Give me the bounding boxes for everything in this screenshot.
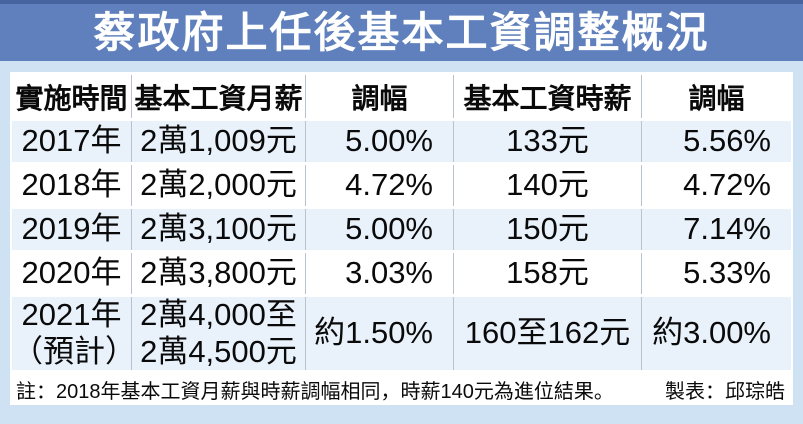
table-header: 實施時間 基本工資月薪 調幅 基本工資時薪 調幅: [12, 75, 791, 118]
cell-hourly-wage: 140元: [454, 165, 642, 206]
header-hourly-wage: 基本工資時薪: [454, 75, 642, 118]
cell-monthly-change: 3.03%: [306, 253, 454, 294]
cell-hourly-change: 7.14%: [642, 209, 791, 250]
cell-monthly-change: 5.00%: [306, 121, 454, 162]
cell-hourly-wage: 160至162元: [454, 297, 642, 371]
title-bar: 蔡政府上任後基本工資調整概況: [0, 4, 803, 61]
cell-hourly-change: 約3.00%: [642, 297, 791, 371]
header-row: 實施時間 基本工資月薪 調幅 基本工資時薪 調幅: [12, 75, 791, 118]
table-body: 2017年 2萬1,009元 5.00% 133元 5.56% 2018年 2萬2,000元…: [12, 121, 791, 371]
cell-period: 2019年: [12, 209, 132, 250]
header-hourly-change: 調幅: [642, 75, 791, 118]
table-row: 2021年 （預計） 2萬4,000至 2萬4,500元 約1.50% 160至162元約…: [12, 297, 791, 371]
cell-period: 2018年: [12, 165, 132, 206]
cell-period: 2017年: [12, 121, 132, 162]
page-title: 蔡政府上任後基本工資調整概況: [93, 8, 710, 56]
credit-line: 製表：邱琮皓: [665, 380, 785, 403]
cell-period: 2021年 （預計）: [12, 297, 132, 371]
header-monthly-change: 調幅: [306, 75, 454, 118]
footer-bar: 註：2018年基本工資月薪與時薪調幅相同，時薪140元為進位結果。 製表：邱琮皓: [12, 373, 791, 406]
table-row: 2018年 2萬2,000元 4.72% 140元 4.72%: [12, 165, 791, 206]
cell-hourly-change: 5.33%: [642, 253, 791, 294]
cell-monthly-wage: 2萬3,100元: [132, 209, 306, 250]
footnote: 註：2018年基本工資月薪與時薪調幅相同，時薪140元為進位結果。: [16, 380, 614, 403]
cell-hourly-wage: 133元: [454, 121, 642, 162]
cell-monthly-change: 約1.50%: [306, 297, 454, 371]
table-row: 2017年 2萬1,009元 5.00% 133元 5.56%: [12, 121, 791, 162]
cell-monthly-wage: 2萬1,009元: [132, 121, 306, 162]
cell-monthly-change: 5.00%: [306, 209, 454, 250]
cell-monthly-wage: 2萬2,000元: [132, 165, 306, 206]
header-period: 實施時間: [12, 75, 132, 118]
table-row: 2020年 2萬3,800元 3.03% 158元 5.33%: [12, 253, 791, 294]
wage-table-container: 實施時間 基本工資月薪 調幅 基本工資時薪 調幅 2017年 2萬1,009元 5.…: [10, 72, 793, 406]
cell-period: 2020年: [12, 253, 132, 294]
header-monthly-wage: 基本工資月薪: [132, 75, 306, 118]
cell-hourly-wage: 150元: [454, 209, 642, 250]
cell-monthly-wage: 2萬3,800元: [132, 253, 306, 294]
cell-hourly-change: 4.72%: [642, 165, 791, 206]
table-row: 2019年 2萬3,100元 5.00% 150元 7.14%: [12, 209, 791, 250]
cell-hourly-change: 5.56%: [642, 121, 791, 162]
cell-monthly-change: 4.72%: [306, 165, 454, 206]
top-accent-strip: [0, 0, 803, 4]
cell-hourly-wage: 158元: [454, 253, 642, 294]
cell-monthly-wage: 2萬4,000至 2萬4,500元: [132, 297, 306, 371]
wage-table: 實施時間 基本工資月薪 調幅 基本工資時薪 調幅 2017年 2萬1,009元 5.…: [12, 72, 791, 373]
